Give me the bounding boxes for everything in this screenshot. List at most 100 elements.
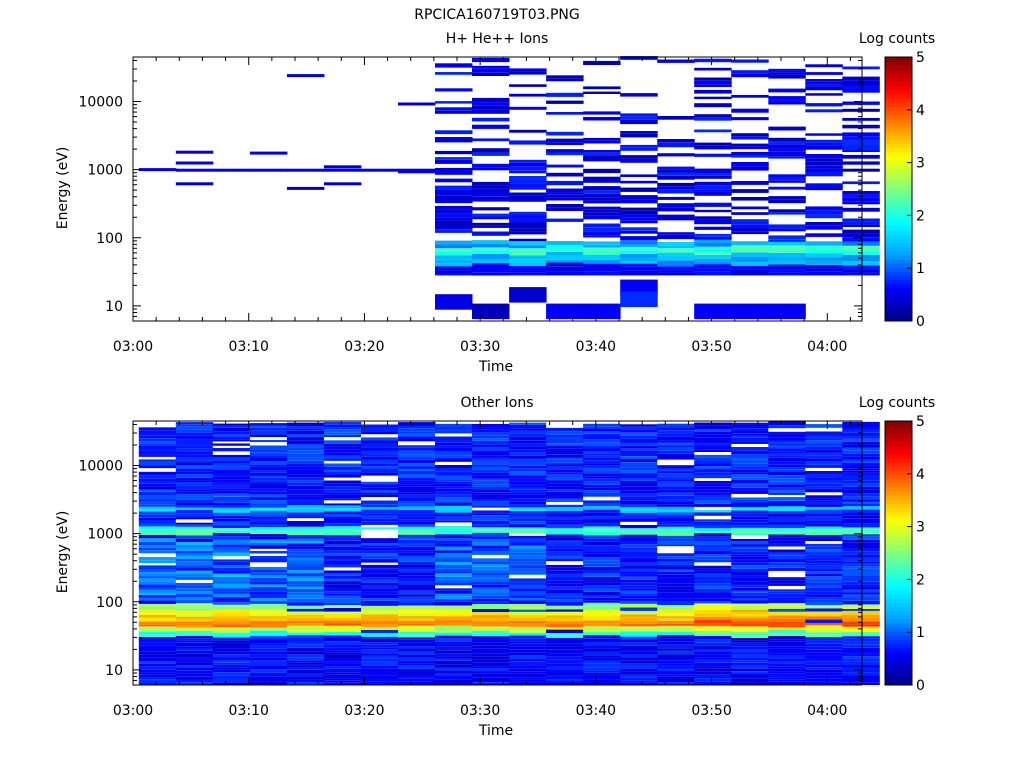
heatmap-cell xyxy=(620,621,658,625)
heatmap-cell xyxy=(472,572,510,576)
heatmap-cell xyxy=(509,228,547,232)
heatmap-cell xyxy=(583,682,621,685)
heatmap-cell xyxy=(361,558,399,563)
heatmap-cell xyxy=(768,431,806,435)
heatmap-cell xyxy=(694,666,732,669)
heatmap-cell xyxy=(694,486,732,490)
heatmap-cell xyxy=(583,493,621,497)
heatmap-cell xyxy=(249,494,288,497)
heatmap-cell xyxy=(509,430,547,434)
heatmap-cell xyxy=(694,103,732,108)
heatmap-cell xyxy=(361,484,399,488)
heatmap-cell xyxy=(583,473,621,477)
colorbar-segment xyxy=(885,532,912,537)
heatmap-cell xyxy=(472,626,510,629)
heatmap-cell xyxy=(323,421,362,425)
heatmap-cell xyxy=(249,500,288,504)
heatmap-cell xyxy=(435,244,473,249)
heatmap-cell xyxy=(212,679,251,683)
heatmap-cell xyxy=(805,565,843,570)
heatmap-cell xyxy=(175,451,214,455)
colorbar-segment xyxy=(885,300,912,305)
heatmap-cell xyxy=(472,545,510,549)
heatmap-cell xyxy=(249,603,288,607)
heatmap-cell xyxy=(546,528,584,532)
heatmap-cell xyxy=(583,580,621,583)
heatmap-cell xyxy=(694,503,732,507)
heatmap-cell xyxy=(472,427,510,430)
heatmap-cell xyxy=(249,455,288,458)
heatmap-cell xyxy=(620,490,658,494)
heatmap-cell xyxy=(657,566,695,570)
heatmap-cell xyxy=(842,566,880,569)
heatmap-cell xyxy=(435,461,473,465)
heatmap-cell xyxy=(694,515,732,520)
heatmap-cell xyxy=(323,553,362,556)
heatmap-cell xyxy=(361,513,399,516)
colorbar-segment xyxy=(885,458,912,463)
heatmap-cell xyxy=(842,459,880,463)
heatmap-cell xyxy=(620,493,658,497)
heatmap-cell xyxy=(435,605,473,610)
heatmap-cell xyxy=(620,113,658,117)
heatmap-cell xyxy=(694,454,732,458)
heatmap-cell xyxy=(694,606,732,610)
heatmap-cell xyxy=(842,594,880,598)
heatmap-cell xyxy=(361,434,399,438)
heatmap-cell xyxy=(694,239,732,243)
heatmap-cell xyxy=(731,425,769,429)
heatmap-cell xyxy=(212,576,251,581)
heatmap-cell xyxy=(842,136,880,141)
heatmap-cell xyxy=(657,242,695,246)
heatmap-cell xyxy=(175,432,214,436)
heatmap-cell xyxy=(509,533,547,536)
x-axis-label: Time xyxy=(478,359,513,375)
heatmap-cell xyxy=(620,240,658,245)
heatmap-cell xyxy=(323,625,362,629)
heatmap-cell xyxy=(583,615,621,618)
heatmap-cell xyxy=(620,588,658,591)
heatmap-cell xyxy=(175,168,214,172)
heatmap-cell xyxy=(620,253,658,257)
heatmap-cell xyxy=(546,112,584,115)
heatmap-cell xyxy=(286,548,325,552)
heatmap-cell xyxy=(583,158,621,162)
heatmap-cell xyxy=(435,585,473,589)
heatmap-cell xyxy=(323,567,362,571)
heatmap-cell xyxy=(694,457,732,461)
heatmap-cell xyxy=(842,575,880,578)
heatmap-cell xyxy=(323,672,362,675)
heatmap-cell xyxy=(842,614,880,618)
heatmap-cell xyxy=(361,440,399,444)
heatmap-cell xyxy=(472,501,510,506)
heatmap-cell xyxy=(509,471,547,476)
heatmap-cell xyxy=(583,547,621,552)
heatmap-cell xyxy=(509,71,547,75)
heatmap-cell xyxy=(212,528,251,531)
heatmap-cell xyxy=(694,189,732,192)
heatmap-cell xyxy=(805,628,843,633)
heatmap-cell xyxy=(657,605,695,608)
heatmap-cell xyxy=(694,449,732,452)
heatmap-cell xyxy=(323,446,362,450)
heatmap-cell xyxy=(286,581,325,585)
heatmap-cell xyxy=(731,535,769,539)
heatmap-cell xyxy=(398,543,436,547)
colorbar-segment xyxy=(885,454,912,459)
heatmap-cell xyxy=(842,76,880,81)
heatmap-cell xyxy=(694,652,732,655)
heatmap-cell xyxy=(842,561,880,564)
heatmap-cell xyxy=(286,480,325,483)
x-tick-label: 03:40 xyxy=(576,703,616,719)
heatmap-cell xyxy=(286,617,325,621)
heatmap-cell xyxy=(323,558,362,561)
heatmap-cell xyxy=(509,245,547,249)
heatmap-cell xyxy=(731,474,769,478)
heatmap-cell xyxy=(620,478,658,481)
heatmap-cell xyxy=(768,126,806,131)
heatmap-cell xyxy=(286,681,325,685)
heatmap-cell xyxy=(657,628,695,632)
heatmap-cell xyxy=(768,180,806,183)
heatmap-cell xyxy=(583,194,621,198)
heatmap-cell xyxy=(657,569,695,572)
